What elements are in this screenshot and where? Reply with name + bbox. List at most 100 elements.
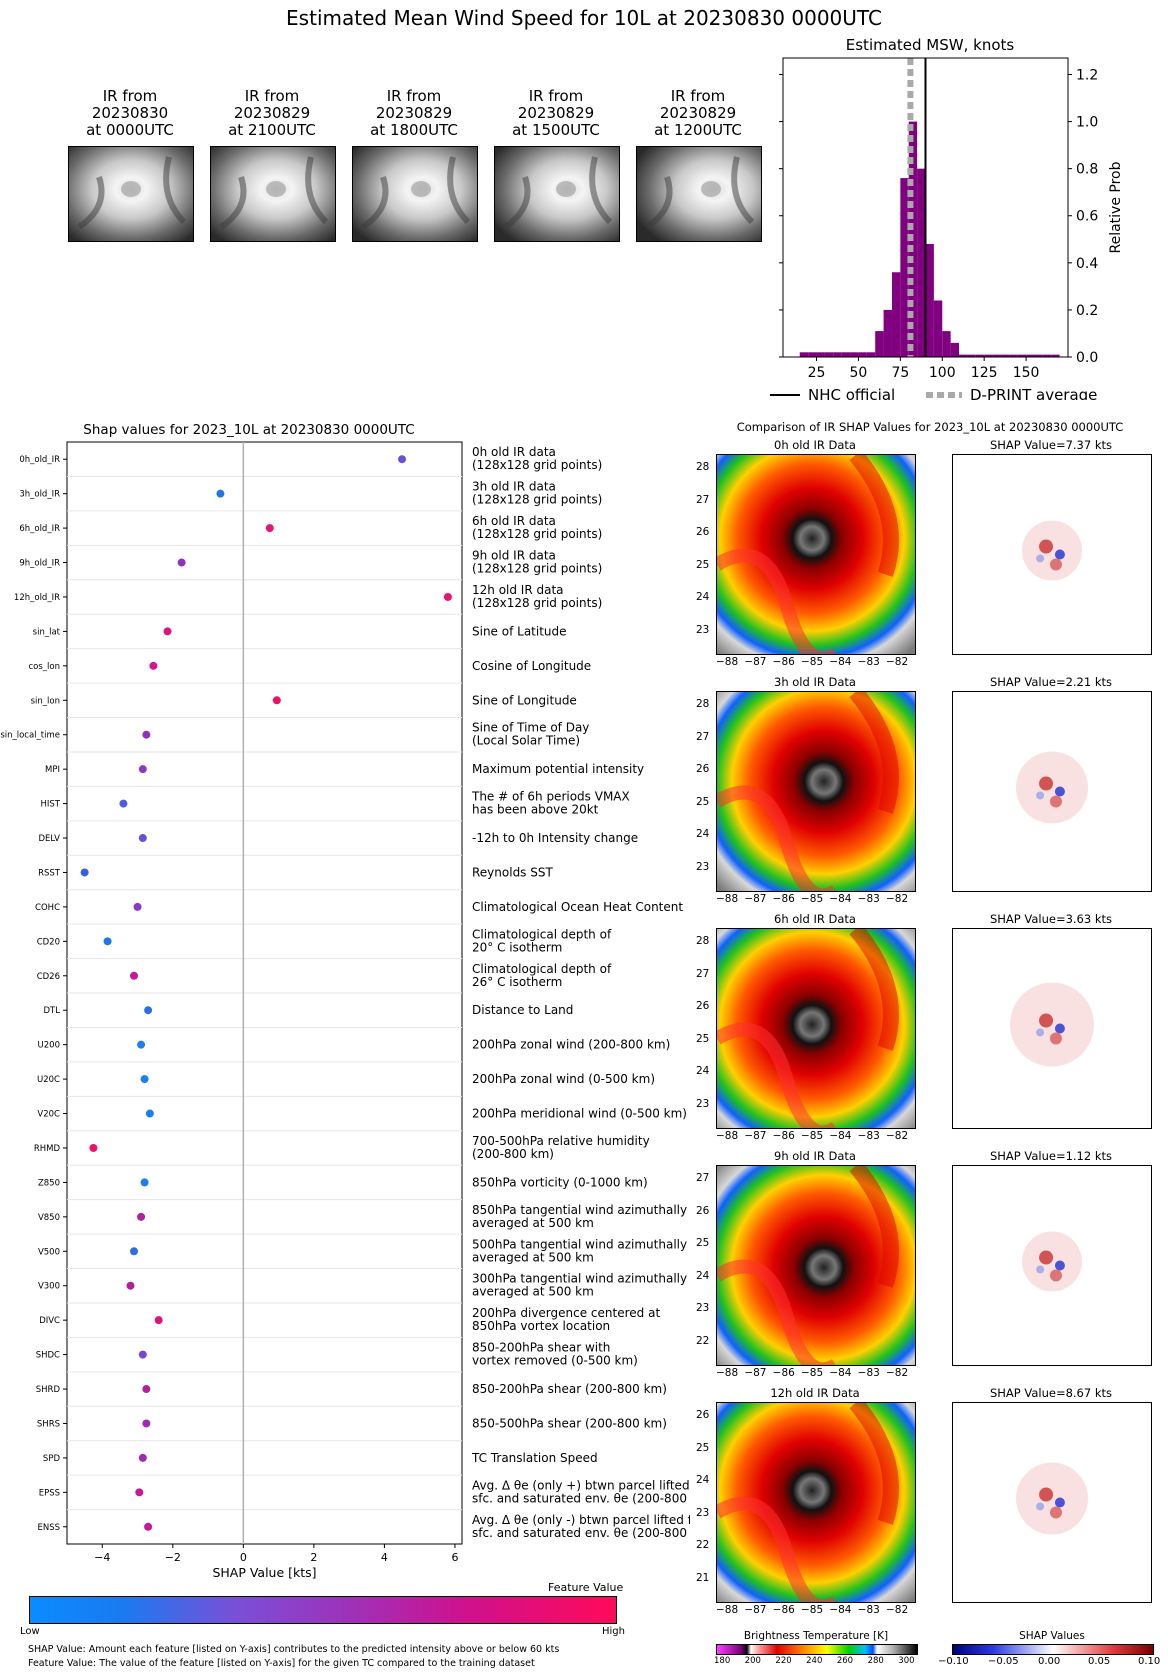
feature-name-label: sin_lat: [33, 627, 61, 637]
shap-point: [89, 1143, 98, 1152]
legend-dprint-label: D-PRINT average: [970, 386, 1097, 400]
ir-x-tick-label: −82: [886, 893, 909, 905]
histogram-bar: [816, 352, 825, 357]
histogram-bar: [875, 331, 884, 357]
histogram-bar: [1017, 354, 1027, 357]
histogram-bar: [1042, 354, 1052, 357]
ir-x-tick-label: −84: [829, 1367, 852, 1379]
thumb-label-line: at 1800UTC: [370, 121, 458, 139]
feature-description: Reynolds SST: [472, 865, 553, 879]
shap-point: [272, 696, 281, 705]
feature-description: vortex removed (0-500 km): [472, 1354, 638, 1368]
ir-brightness-image: [716, 454, 916, 655]
feature-description: 0h old IR data: [472, 445, 556, 459]
shap-heatmap-image: [952, 1165, 1152, 1366]
thumb-label: IR from 20230829 at 1800UTC: [344, 88, 484, 139]
ir-y-tick-label: 25: [696, 1237, 710, 1250]
ir-y-tick-label: 26: [696, 763, 710, 776]
feature-description: 700-500hPa relative humidity: [472, 1134, 650, 1148]
ir-y-tick-label: 24: [696, 1269, 710, 1282]
feature-name-label: CD26: [37, 972, 60, 982]
histogram-bar: [799, 352, 809, 357]
feature-description: (128x128 grid points): [472, 458, 602, 472]
feature-description: Maximum potential intensity: [472, 762, 644, 776]
thumb-label-line: 20230829: [233, 104, 311, 122]
feature-description: Climatological Ocean Heat Content: [472, 900, 683, 914]
thumb-label-line: at 1200UTC: [654, 121, 742, 139]
y-tick-label: 0.2: [1076, 303, 1098, 319]
feature-description: Sine of Time of Day: [472, 721, 589, 735]
ir-panel-title: 6h old IR Data: [774, 912, 856, 926]
histogram-bar: [959, 354, 968, 357]
histogram-bar: [917, 168, 926, 357]
thumb-label-line: 20230829: [659, 104, 737, 122]
brightness-tick-label: 280: [867, 1656, 884, 1666]
x-axis-label: SHAP Value [kts]: [212, 1565, 316, 1580]
shap-panel-title: SHAP Value=3.63 kts: [989, 912, 1113, 926]
shap-point: [137, 1212, 146, 1221]
thumb-label-line: at 1500UTC: [512, 121, 600, 139]
feature-name-label: Z850: [38, 1178, 60, 1188]
x-tick-label: 125: [971, 365, 998, 381]
y-tick-label: 1.0: [1076, 115, 1098, 131]
feature-name-label: 12h_old_IR: [14, 593, 60, 603]
feature-name-label: SHDC: [36, 1351, 60, 1361]
thumb-label-line: IR from: [102, 87, 158, 105]
x-tick-label: −4: [94, 1551, 110, 1564]
y-tick-label: 1.2: [1076, 67, 1098, 83]
feature-value-note: Feature Value: The value of the feature …: [28, 1658, 535, 1669]
x-tick-label: 75: [891, 365, 909, 381]
shap-point: [140, 1075, 149, 1084]
thumb-label-line: 20230830: [91, 104, 169, 122]
ir-panel-title: 12h old IR Data: [770, 1386, 860, 1400]
ir-x-tick-label: −85: [801, 1604, 824, 1616]
histogram-bar: [891, 272, 901, 357]
feature-description: (128x128 grid points): [472, 596, 602, 610]
y-axis-label: Relative Prob: [1108, 161, 1124, 253]
shap-cbar-tick-label: 0.10: [1138, 1656, 1161, 1667]
feature-name-label: COHC: [35, 903, 60, 913]
shap-point: [138, 765, 147, 774]
ir-brightness-image: [716, 1165, 916, 1366]
feature-name-label: V850: [38, 1213, 60, 1223]
feature-description: (128x128 grid points): [472, 527, 602, 541]
ir-x-tick-label: −87: [744, 1604, 767, 1616]
shap-point: [154, 1316, 163, 1325]
x-tick-label: 4: [381, 1551, 388, 1564]
feature-description: 200hPa divergence centered at: [472, 1306, 660, 1320]
feature-name-label: RSST: [38, 868, 61, 878]
colorbar-low-label: Low: [20, 1626, 40, 1637]
feature-description: Sine of Latitude: [472, 624, 567, 638]
thumb-label: IR from 20230829 at 1500UTC: [486, 88, 626, 139]
feature-description: (200-800 km): [472, 1147, 554, 1161]
histogram-bar: [925, 243, 934, 357]
shap-point: [138, 1453, 147, 1462]
x-tick-label: −2: [165, 1551, 181, 1564]
shap-point: [126, 1281, 135, 1290]
ir-y-tick-label: 27: [696, 730, 710, 743]
feature-description: 300hPa tangential wind azimuthally: [472, 1272, 687, 1286]
shap-point: [163, 627, 172, 636]
shap-panel-title: SHAP Value=7.37 kts: [989, 438, 1113, 452]
ir-x-tick-label: −88: [716, 1604, 739, 1616]
feature-description: 200hPa zonal wind (200-800 km): [472, 1038, 670, 1052]
shap-point: [145, 1109, 154, 1118]
ir-thumbnail-image: [68, 146, 194, 242]
shap-cbar-tick-label: 0.05: [1088, 1656, 1111, 1667]
histogram-frame: [782, 57, 1069, 358]
feature-description: Climatological depth of: [472, 927, 612, 941]
feature-name-label: DELV: [38, 834, 60, 844]
ir-x-tick-label: −84: [829, 656, 852, 668]
x-tick-label: 100: [929, 365, 956, 381]
brightness-colorbar-label: Brightness Temperature [K]: [743, 1630, 889, 1642]
feature-description: Distance to Land: [472, 1003, 573, 1017]
feature-name-label: U200: [38, 1041, 60, 1051]
shap-heatmap-image: [952, 928, 1152, 1129]
shap-heatmap-image: [952, 1402, 1152, 1603]
feature-description: 20° C isotherm: [472, 940, 562, 954]
feature-description: Climatological depth of: [472, 962, 612, 976]
shap-point: [140, 1178, 149, 1187]
ir-thumbnail-image: [352, 146, 478, 242]
feature-name-label: DTL: [44, 1006, 61, 1016]
histogram-bar: [900, 178, 909, 357]
